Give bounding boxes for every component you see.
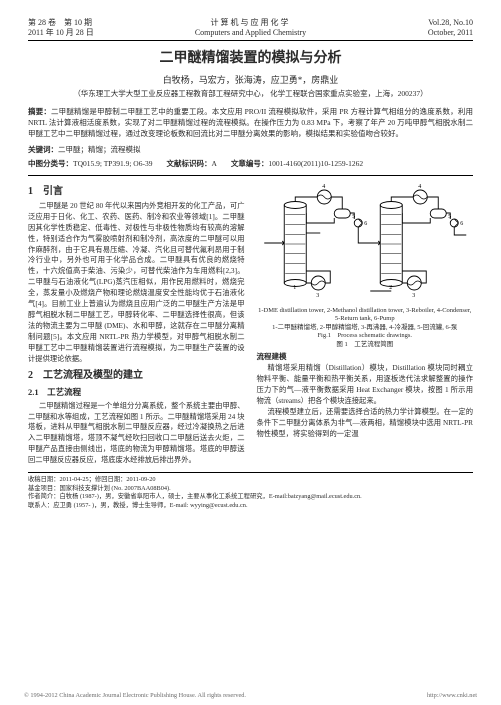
author-bio: 作者简介：白牧杨 (1987-)，男，安徽省阜阳市人，硕士，主要从事化工系统工程… [28,493,473,502]
keywords: 二甲醚；精馏；流程模拟 [58,145,141,154]
head-right: Vol.28, No.10 October, 2011 [383,18,473,38]
article-no: 文章编号：1001-4160(2011)10-1259-1262 [231,158,363,169]
publisher-right: http://www.cnki.net [427,692,477,699]
fund-line: 基金项目：国家科技支撑计划 (No. 2007BAA08B04). [28,485,473,494]
head-date: 2011 年 10 月 28 日 [28,28,118,38]
head-center: 计算机与应用化学 Computers and Applied Chemistry [195,18,306,38]
clc-value: TQ015.9; TP391.9; O6-39 [73,159,152,168]
abstract-label: 摘要： [28,107,51,116]
sec-2-1-p1: 二甲醚精馏过程是一个单组分分离系统，整个系统主要由甲醇、二甲醚和水等组成，工艺流… [28,401,245,467]
affiliation: （华东理工大学大型工业反应器工程教育部工程研究中心， 化学工程联合国家重点实验室… [28,89,473,99]
flow-p2: 流程模型建立后，还需要选择合适的热力学计算模型。在一定的条件下二甲醚分离体系为非… [257,407,474,440]
figure-1-caption: 1-DME distillation tower, 2-Methanol dis… [257,307,474,349]
running-head: 第 28 卷 第 10 期 2011 年 10 月 28 日 计算机与应用化学 … [28,18,473,38]
body-columns: 1 引言 二甲醚是 20 世纪 80 年代以来国内外竞相开发的化工产品，可广泛应… [28,181,473,466]
svg-text:4: 4 [322,184,325,190]
authors: 白牧杨，马宏方，张海涛，应卫勇*，房鼎业 [28,73,473,86]
col-left: 1 引言 二甲醚是 20 世纪 80 年代以来国内外竞相开发的化工产品，可广泛应… [28,181,245,466]
publisher-line: © 1994-2012 China Academic Journal Elect… [0,692,501,699]
svg-text:2: 2 [389,285,392,291]
page-root: 第 28 卷 第 10 期 2011 年 10 月 28 日 计算机与应用化学 … [0,0,501,520]
doc-code-label: 文献标识码： [166,159,211,168]
sec-1-title: 1 引言 [28,184,245,199]
abstract-text: 二甲醚精馏是甲醇制二甲醚工艺中的重要工段。本文应用 PRO/II 流程模拟软件，… [28,107,473,138]
journal-title-cn: 计算机与应用化学 [195,18,306,28]
clc-label: 中图分类号： [28,159,73,168]
fig-key-cn: 1-二甲醚精馏塔, 2-甲醇精馏塔, 3-再沸器, 4-冷凝器, 5-回流罐, … [257,324,474,332]
flow-title: 流程建模 [257,351,474,362]
svg-text:5: 5 [448,214,451,220]
head-vol-issue: 第 28 卷 第 10 期 [28,18,118,28]
sec-2-1-title: 2.1 工艺流程 [28,386,245,399]
flow-p1: 精馏塔采用精馏（Distillation）模块，Distillation 模块同… [257,363,474,407]
fig-num-en: Fig.1 Process schematic drawings. [257,332,474,340]
received-date: 收稿日期：2011-04-25；修回日期：2011-09-20 [28,476,473,485]
abstract-block: 摘要：二甲醚精馏是甲醇制二甲醚工艺中的重要工段。本文应用 PRO/II 流程模拟… [28,107,473,140]
journal-title-en: Computers and Applied Chemistry [195,28,306,38]
class-row: 中图分类号：TQ015.9; TP391.9; O6-39 文献标识码：A 文章… [28,158,473,169]
footer-meta: 收稿日期：2011-04-25；修回日期：2011-09-20 基金项目：国家科… [28,472,473,510]
keywords-label: 关键词： [28,145,58,154]
svg-text:4: 4 [418,184,421,190]
svg-text:5: 5 [352,214,355,220]
col-right: 1 2 4 4 5 5 3 3 6 6 1-DME distillation tower, 2-M… [257,181,474,466]
sec-2-title: 2 工艺流程及模型的建立 [28,368,245,383]
svg-text:3: 3 [412,293,415,299]
svg-text:6: 6 [460,221,463,227]
sec-1-p1: 二甲醚是 20 世纪 80 年代以来国内外竞相开发的化工产品，可广泛应用于日化、… [28,201,245,365]
fig-num-cn: 图 1 工艺流程简图 [257,341,474,349]
corresponding: 联系人：应卫勇 (1957- )，男，教授，博士生导师，E-mail: wyyi… [28,502,473,511]
article-no-label: 文章编号： [231,159,269,168]
article-title: 二甲醚精馏装置的模拟与分析 [28,47,473,67]
figure-1-svg: 1 2 4 4 5 5 3 3 6 6 [257,183,474,305]
svg-text:3: 3 [316,293,319,299]
publisher-left: © 1994-2012 China Academic Journal Elect… [24,692,246,699]
doc-code: 文献标识码：A [166,158,216,169]
svg-text:1: 1 [293,285,296,291]
rule-mid [28,175,473,176]
keywords-row: 关键词：二甲醚；精馏；流程模拟 [28,144,473,155]
svg-text:6: 6 [364,221,367,227]
doc-code-value: A [211,159,216,168]
rule-top [28,40,473,41]
head-month-en: October, 2011 [383,28,473,38]
clc: 中图分类号：TQ015.9; TP391.9; O6-39 [28,158,152,169]
article-no-value: 1001-4160(2011)10-1259-1262 [268,159,363,168]
head-left: 第 28 卷 第 10 期 2011 年 10 月 28 日 [28,18,118,38]
fig-key-en: 1-DME distillation tower, 2-Methanol dis… [258,307,471,322]
head-vol-en: Vol.28, No.10 [383,18,473,28]
